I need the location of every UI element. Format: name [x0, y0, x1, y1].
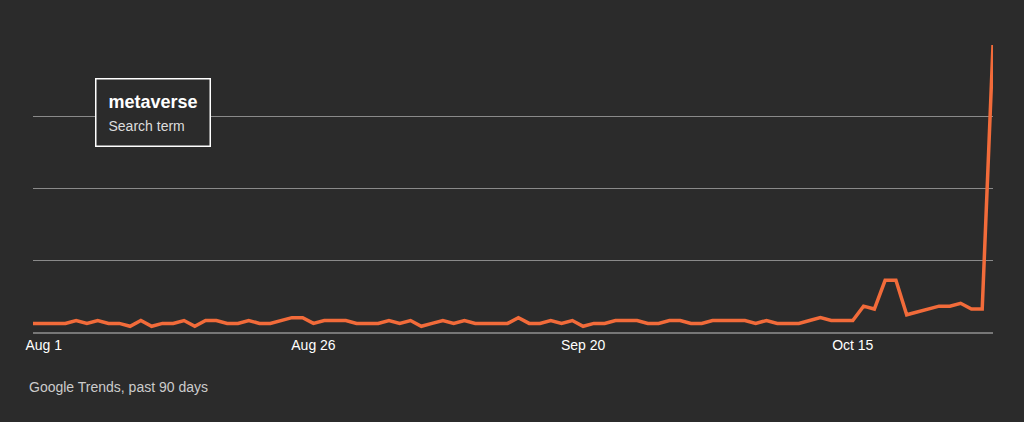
- svg-text:Aug 1: Aug 1: [25, 337, 62, 353]
- svg-text:Sep 20: Sep 20: [561, 337, 606, 353]
- svg-text:Google Trends, past 90 days: Google Trends, past 90 days: [29, 379, 208, 395]
- svg-text:Aug 26: Aug 26: [291, 337, 336, 353]
- svg-text:Oct 15: Oct 15: [832, 337, 873, 353]
- svg-text:metaverseSearch term: metaverseSearch term: [109, 92, 198, 134]
